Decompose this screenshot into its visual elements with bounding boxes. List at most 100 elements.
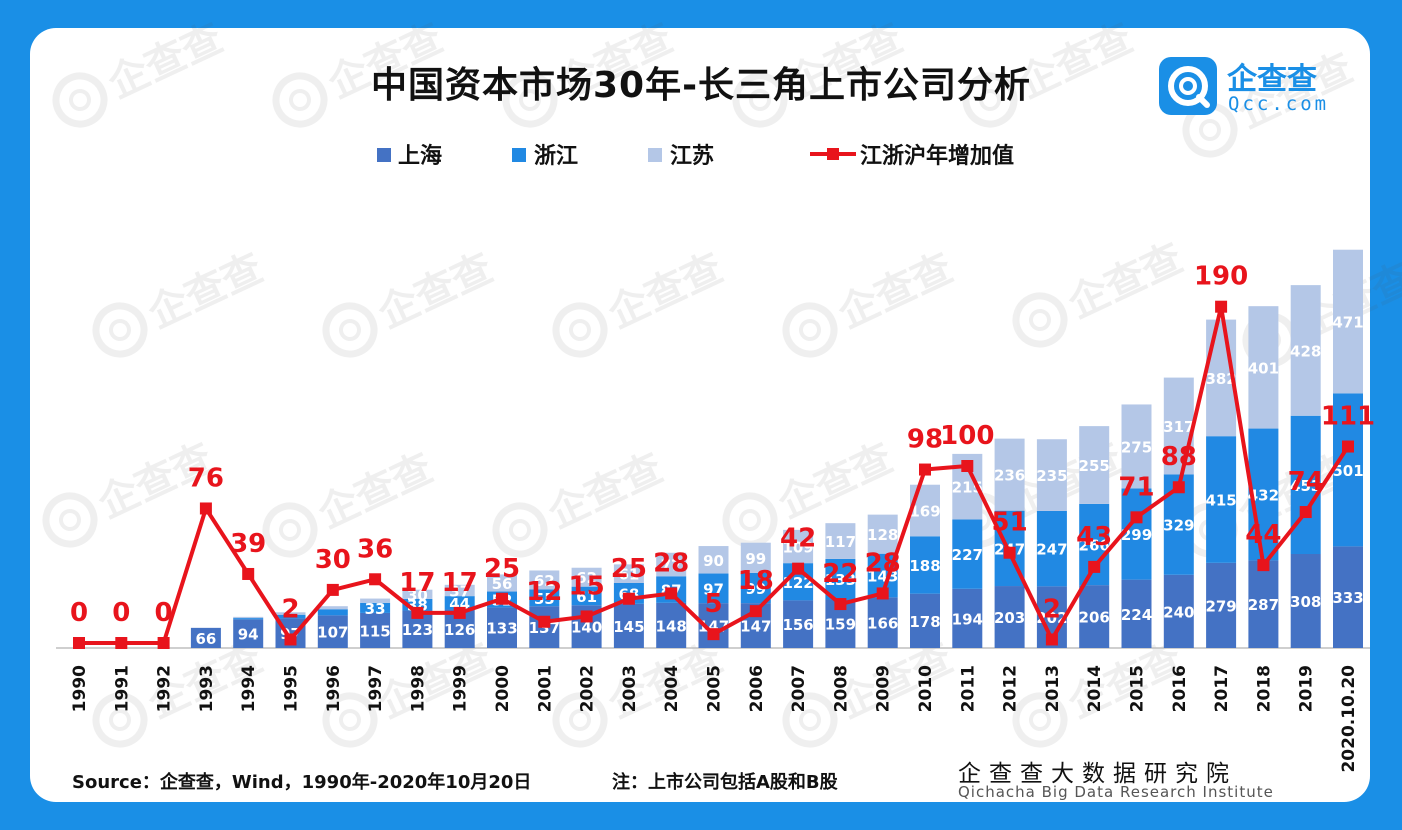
x-tick-label-1995: 1995 <box>282 665 302 712</box>
bar-zhejiang-1998 <box>402 598 433 611</box>
x-tick-label-2000: 2000 <box>493 665 513 712</box>
bar-label-shanghai-2011: 194 <box>952 610 983 628</box>
line-point-2005 <box>707 628 720 641</box>
line-label-2005: 5 <box>704 589 722 619</box>
bar-zhejiang-2017 <box>1206 436 1237 563</box>
bar-label-jiangsu-2008: 117 <box>825 533 856 551</box>
x-tick-label-1999: 1999 <box>451 665 471 712</box>
line-point-2001 <box>538 615 551 628</box>
bar-label-jiangsu-2001: 62 <box>534 572 555 590</box>
line-point-2000 <box>496 592 508 605</box>
legend-label-shanghai: 上海 <box>398 144 443 169</box>
bar-jiangsu-2012 <box>994 438 1025 511</box>
bar-zhejiang-2002 <box>571 586 602 606</box>
line-label-2006: 18 <box>738 566 774 596</box>
bar-label-zhejiang-2001: 55 <box>534 590 555 608</box>
line-point-2011 <box>961 460 974 472</box>
bar-label-zhejiang-2013: 247 <box>1036 541 1067 559</box>
bar-zhejiang-2011 <box>952 519 983 589</box>
bar-label-jiangsu-2002: 62 <box>576 569 597 587</box>
x-tick-label-1996: 1996 <box>324 665 344 712</box>
bar-zhejiang-2015 <box>1121 488 1152 580</box>
line-label-1996: 30 <box>315 545 351 575</box>
bar-shanghai-1994 <box>233 619 264 648</box>
bar-label-shanghai-2004: 148 <box>656 617 687 635</box>
bar-label-shanghai-2009: 166 <box>867 615 898 633</box>
footnote: 注：上市公司包括A股和B股 <box>612 772 838 793</box>
line-label-1998: 17 <box>399 568 435 598</box>
line-point-2020.10.20 <box>1342 440 1354 453</box>
bar-zhejiang-1996 <box>317 609 348 616</box>
bar-jiangsu-2013 <box>1036 439 1067 511</box>
bar-jiangsu-2008 <box>825 523 856 559</box>
bar-jiangsu-2000 <box>487 574 517 592</box>
x-tick-label-1998: 1998 <box>408 665 428 712</box>
line-label-1999: 17 <box>442 568 478 598</box>
bar-shanghai-2016 <box>1163 574 1194 648</box>
bar-label-zhejiang-2008: 133 <box>825 571 856 589</box>
bar-jiangsu-2004 <box>656 552 687 577</box>
bar-label-zhejiang-2018: 432 <box>1248 486 1279 504</box>
line-label-2019: 74 <box>1288 467 1324 497</box>
source-note: Source：企查查，Wind，1990年-2020年10月20日 <box>72 772 532 793</box>
bar-shanghai-2010 <box>910 593 940 648</box>
line-point-2014 <box>1088 560 1101 573</box>
bar-shanghai-2019 <box>1290 553 1321 648</box>
bar-label-zhejiang-2002: 61 <box>576 588 597 606</box>
legend-label-line: 江浙沪年增加值 <box>860 144 1015 169</box>
bar-label-jiangsu-2019: 428 <box>1290 342 1321 360</box>
line-label-1992: 0 <box>155 598 173 628</box>
x-tick-label-2001: 2001 <box>535 665 555 712</box>
x-tick-label-2019: 2019 <box>1297 665 1317 712</box>
bar-label-zhejiang-2006: 99 <box>745 580 766 598</box>
line-point-2019 <box>1299 506 1312 519</box>
line-point-2004 <box>665 587 678 600</box>
bar-shanghai-2000 <box>487 607 517 648</box>
x-tick-label-2014: 2014 <box>1085 665 1105 712</box>
line-label-2015: 71 <box>1118 472 1154 502</box>
bar-label-shanghai-2018: 287 <box>1248 596 1279 614</box>
bar-label-jiangsu-1999: 37 <box>449 582 470 600</box>
bar-zhejiang-1999 <box>444 596 475 610</box>
bar-shanghai-2011 <box>952 588 983 648</box>
line-label-2009: 28 <box>865 548 901 578</box>
line-label-2008: 22 <box>822 559 858 589</box>
line-point-1999 <box>453 606 466 619</box>
x-tick-label-2006: 2006 <box>747 665 767 712</box>
bar-label-zhejiang-2020.10.20: 501 <box>1332 462 1363 480</box>
line-label-2020.10.20: 111 <box>1321 402 1375 432</box>
bar-label-zhejiang-2005: 97 <box>703 580 724 598</box>
line-label-2007: 42 <box>780 524 816 554</box>
bar-shanghai-2007 <box>783 600 814 648</box>
bar-shanghai-2004 <box>656 602 687 648</box>
bar-label-shanghai-2016: 240 <box>1163 603 1194 621</box>
bar-label-shanghai-2014: 206 <box>1079 609 1110 627</box>
institute-name-cn: 企查查大数据研究院 <box>958 761 1237 787</box>
x-tick-label-1992: 1992 <box>155 665 175 712</box>
bar-label-shanghai-1999: 126 <box>444 621 475 639</box>
logo-domain: Qcc.com <box>1228 93 1330 115</box>
line-point-2017 <box>1215 300 1228 313</box>
bar-shanghai-2003 <box>613 603 644 648</box>
legend-swatch-jiangsu <box>648 148 662 162</box>
bar-zhejiang-2008 <box>825 558 856 600</box>
bar-jiangsu-2014 <box>1079 426 1110 504</box>
x-tick-label-1990: 1990 <box>70 665 90 712</box>
bar-label-shanghai-2001: 137 <box>529 619 560 637</box>
bar-label-shanghai-2017: 279 <box>1205 597 1236 615</box>
x-tick-label-2003: 2003 <box>620 665 640 712</box>
line-label-1993: 76 <box>188 463 224 493</box>
line-label-2003: 25 <box>611 554 647 584</box>
bar-jiangsu-1994 <box>233 616 264 619</box>
line-label-1997: 36 <box>357 534 393 564</box>
x-tick-label-1993: 1993 <box>197 665 217 712</box>
line-point-2012 <box>1003 546 1016 559</box>
bar-shanghai-2017 <box>1206 562 1237 648</box>
bar-label-zhejiang-2019: 453 <box>1290 477 1321 495</box>
bar-label-jiangsu-2003: 61 <box>618 566 639 584</box>
bar-label-jiangsu-2014: 255 <box>1079 457 1110 475</box>
x-tick-label-2015: 2015 <box>1128 665 1148 712</box>
x-tick-label-2007: 2007 <box>789 665 809 712</box>
bar-zhejiang-1997 <box>360 602 391 613</box>
